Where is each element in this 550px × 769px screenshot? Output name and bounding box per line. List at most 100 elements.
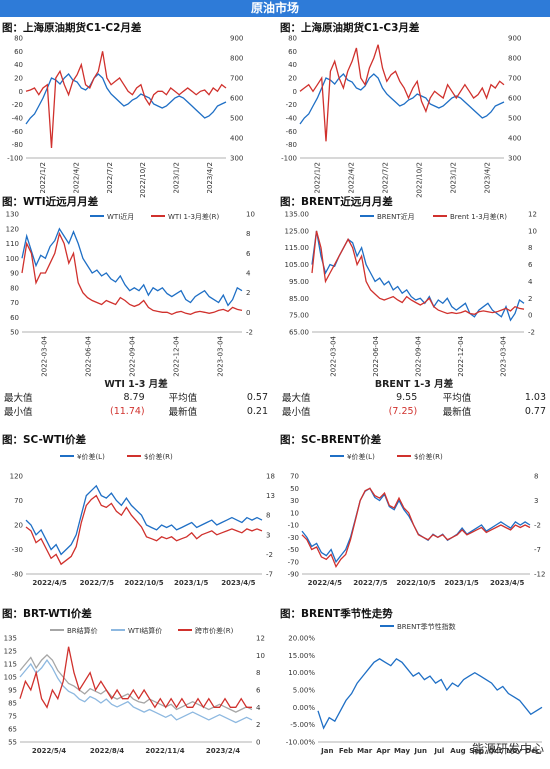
y-tick-label: 80 (10, 284, 19, 292)
x-tick-label: 2022-12-04 (173, 335, 181, 376)
wti-avg-value: 0.57 (246, 391, 268, 403)
legend-label: WTI结算价 (128, 626, 162, 635)
x-tick-label: Feb (339, 747, 353, 755)
x-tick-label: 2022/10/5 (124, 579, 163, 587)
y-tick-label: -40 (286, 115, 297, 123)
x-tick-label: Aug (450, 747, 465, 755)
y-tick-label: -70 (288, 558, 299, 566)
y2-tick-label: 8 (266, 512, 270, 520)
y-tick-label: 10.00% (288, 669, 315, 677)
x-tick-label: Jan (320, 747, 333, 755)
y-tick-label: 0.00% (293, 704, 316, 712)
brent-avg-label: 平均值 (442, 393, 472, 404)
y-tick-label: 40 (14, 61, 23, 69)
chart-title: 图：BRENT季节性走势 (280, 608, 393, 620)
legend-label: WTI近月 (107, 212, 134, 221)
wti-last-label: 最新值 (168, 407, 198, 418)
x-tick-label: Dec (525, 747, 540, 755)
series-line-red (301, 487, 531, 568)
series-line-blue (21, 227, 243, 307)
y2-tick-label: -2 (246, 329, 253, 337)
y2-tick-label: -2 (534, 522, 541, 530)
y-tick-label: -5.00% (290, 721, 315, 729)
y2-tick-label: -7 (266, 571, 273, 579)
y2-tick-label: 600 (508, 95, 521, 103)
y-tick-label: 60 (10, 314, 19, 322)
y-tick-label: 20.00% (288, 635, 315, 643)
x-tick-label: 2023/4/5 (221, 579, 255, 587)
y-tick-label: -50 (288, 546, 299, 554)
y2-tick-label: 3 (266, 531, 270, 539)
y-tick-label: -100 (7, 155, 23, 163)
y-tick-label: 120 (6, 225, 19, 233)
chart-title: 图：BRT-WTI价差 (2, 608, 92, 620)
y-tick-label: 115.00 (285, 244, 310, 252)
brent-last-value: 0.77 (524, 405, 546, 417)
chart-p4 (311, 215, 525, 333)
wti-max-label: 最大值 (4, 393, 33, 404)
y-tick-label: 80 (14, 35, 23, 43)
y-tick-label: 0 (19, 88, 23, 96)
chart-title: 图：BRENT近远月月差 (280, 196, 393, 208)
y2-tick-label: 12 (256, 635, 265, 643)
y2-tick-label: 0 (528, 312, 532, 320)
legend-label: BRENT季节性指数 (397, 622, 456, 631)
series-line-red (299, 44, 505, 142)
chart-p3 (21, 215, 243, 333)
y2-tick-label: 18 (266, 473, 275, 481)
y-tick-label: -60 (286, 128, 297, 136)
y2-tick-label: 10 (246, 211, 255, 219)
y-tick-label: 5.00% (293, 687, 316, 695)
x-tick-label: 2022-03-04 (330, 335, 338, 376)
y-tick-label: 65.00 (289, 329, 309, 337)
x-tick-label: 2022/7/2 (106, 162, 114, 193)
y2-tick-label: 400 (508, 135, 521, 143)
legend-label: 跨市价差(R) (195, 626, 234, 635)
legend-label: BRENT近月 (377, 212, 415, 221)
series-line-red (25, 494, 263, 566)
y-tick-label: -80 (12, 141, 23, 149)
y-tick-label: -80 (286, 141, 297, 149)
y2-tick-label: 10 (256, 652, 265, 660)
y-tick-label: -90 (288, 571, 299, 579)
x-tick-label: 2022/5/4 (32, 747, 66, 755)
wti-min-label: 最小值 (4, 407, 33, 418)
legend-label: $价差(R) (144, 452, 173, 461)
x-tick-label: Jun (413, 747, 427, 755)
y2-tick-label: 10 (528, 227, 537, 235)
y-tick-label: 50 (10, 329, 19, 337)
y-tick-label: -60 (12, 128, 23, 136)
y-tick-label: 10 (290, 509, 299, 517)
x-tick-label: 2023-03-04 (499, 335, 507, 376)
x-tick-label: 2022/11/4 (145, 747, 184, 755)
y2-tick-label: 700 (508, 75, 521, 83)
x-tick-label: 2022/7/2 (382, 162, 390, 193)
x-tick-label: 2022/4/2 (73, 162, 81, 193)
x-tick-label: May (394, 747, 410, 755)
y2-tick-label: 6 (528, 261, 533, 269)
x-tick-label: Oct (489, 747, 503, 755)
y-tick-label: 90 (10, 270, 19, 278)
wti-avg-label: 平均值 (168, 393, 198, 404)
y2-tick-label: 8 (246, 230, 250, 238)
y-tick-label: 50 (290, 485, 299, 493)
y2-tick-label: 700 (230, 75, 243, 83)
brent-min-label: 最小值 (282, 407, 311, 418)
series-line-blue (299, 73, 505, 125)
x-tick-label: 2022/7/5 (353, 579, 387, 587)
y-tick-label: 95.00 (289, 278, 309, 286)
y2-tick-label: 4 (256, 704, 261, 712)
brent-avg-value: 1.03 (524, 391, 546, 403)
y-tick-label: 105.00 (285, 261, 310, 269)
y-tick-label: 70 (10, 299, 19, 307)
series-line-blue (311, 230, 525, 322)
y-tick-label: -40 (12, 115, 23, 123)
x-tick-label: 2022-09-04 (415, 335, 423, 376)
x-tick-label: 2023/4/2 (484, 162, 492, 193)
page-banner: 原油市场 (0, 0, 550, 17)
chart-title: 图：上海原油期货C1-C3月差 (280, 22, 420, 34)
y-tick-label: 125 (4, 648, 17, 656)
x-tick-label: 2022-12-04 (457, 335, 465, 376)
x-tick-label: 2023/4/2 (206, 162, 214, 193)
y2-tick-label: -7 (534, 546, 541, 554)
